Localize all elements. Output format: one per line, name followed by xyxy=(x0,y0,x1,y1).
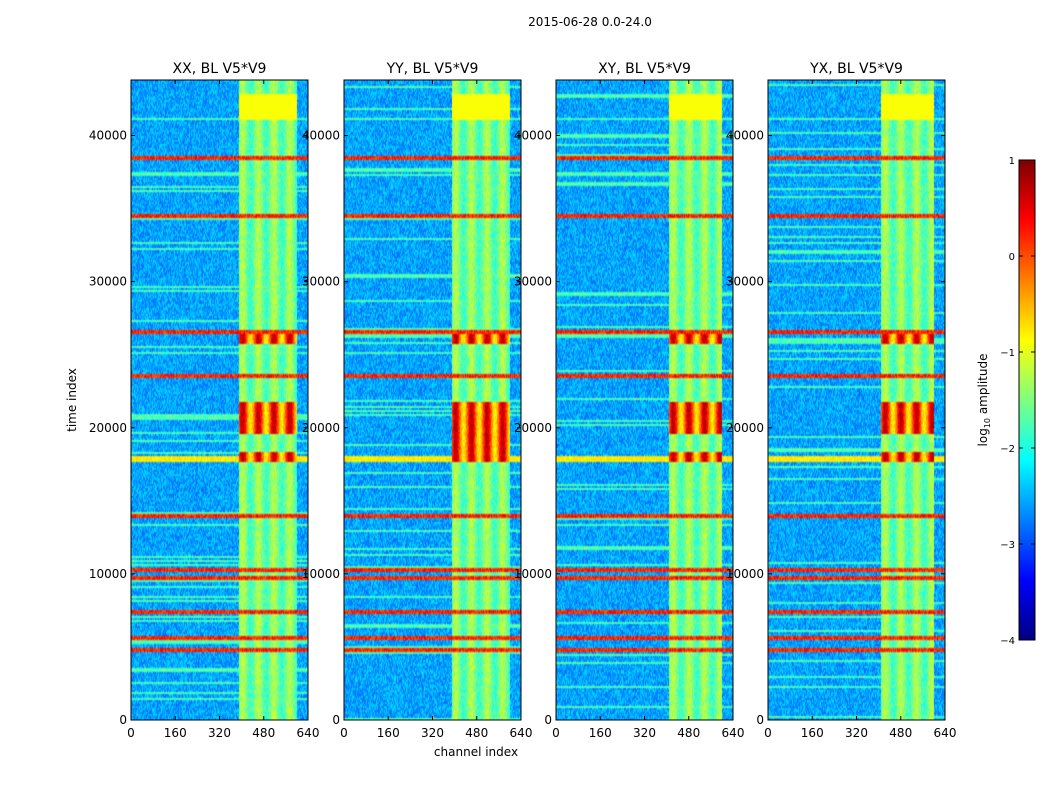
colorbar-label: log10 amplitude xyxy=(976,354,992,447)
y-tick-label: 20000 xyxy=(302,421,340,435)
colorbar-tick-label: −2 xyxy=(1000,444,1015,455)
y-tick-label: 0 xyxy=(544,713,552,727)
colorbar-label-suffix: amplitude xyxy=(976,354,990,418)
x-tick-label: 0 xyxy=(127,726,135,740)
x-tick-label: 320 xyxy=(208,726,231,740)
y-tick-label: 40000 xyxy=(302,129,340,143)
colorbar-ticks: 1 0 −1 −2 −3 −4 xyxy=(1000,156,1035,647)
colorbar-label-sub: 10 xyxy=(983,418,992,428)
colorbar: 10−1−2−3−4 log10 amplitude xyxy=(976,156,1036,647)
x-tick-label: 480 xyxy=(465,726,488,740)
panel-title: XX, BL V5*V9 xyxy=(173,61,267,77)
colorbar-label-prefix: log xyxy=(976,428,990,446)
y-tick-label: 20000 xyxy=(89,421,127,435)
x-tick-label: 160 xyxy=(377,726,400,740)
x-tick-label: 640 xyxy=(934,726,957,740)
x-tick-label: 480 xyxy=(252,726,275,740)
x-tick-label: 320 xyxy=(845,726,868,740)
x-tick-label: 480 xyxy=(889,726,912,740)
x-tick-label: 160 xyxy=(801,726,824,740)
y-tick-label: 0 xyxy=(119,713,127,727)
y-tick-label: 30000 xyxy=(302,275,340,289)
heatmap-raster xyxy=(556,80,733,720)
y-tick-label: 10000 xyxy=(514,567,552,581)
colorbar-tick-label: −4 xyxy=(1000,636,1015,647)
colorbar-tick-label: −3 xyxy=(1000,540,1015,551)
x-axis-label: channel index xyxy=(434,745,518,759)
y-tick-label: 10000 xyxy=(302,567,340,581)
heatmap-panel: XY, BL V5*V9 0 160 320 480 640 0 10000 20000 3000… xyxy=(514,61,745,740)
panel-title: YX, BL V5*V9 xyxy=(809,61,903,77)
y-tick-label: 30000 xyxy=(514,275,552,289)
panel-title: XY, BL V5*V9 xyxy=(598,61,691,77)
x-tick-label: 320 xyxy=(421,726,444,740)
colorbar-tick-label: 1 xyxy=(1009,156,1015,167)
y-tick-label: 30000 xyxy=(726,275,764,289)
heatmap-raster xyxy=(768,80,945,720)
y-tick-label: 10000 xyxy=(726,567,764,581)
heatmap-panel: YY, BL V5*V9 0 160 320 480 640 0 10000 20000 3000… xyxy=(302,61,533,740)
x-tick-label: 160 xyxy=(164,726,187,740)
heatmap-raster xyxy=(131,80,308,720)
figure-suptitle: 2015-06-28 0.0-24.0 xyxy=(528,15,652,29)
x-tick-label: 0 xyxy=(340,726,348,740)
y-tick-label: 40000 xyxy=(726,129,764,143)
colorbar-tick-label: −1 xyxy=(1000,348,1015,359)
panel-title: YY, BL V5*V9 xyxy=(386,61,479,77)
y-tick-label: 20000 xyxy=(726,421,764,435)
panels-group: XX, BL V5*V9 0 160 320 480 640 0 10000 20000 3000… xyxy=(89,61,957,740)
x-tick-label: 640 xyxy=(510,726,533,740)
x-tick-label: 640 xyxy=(297,726,320,740)
x-tick-label: 0 xyxy=(764,726,772,740)
x-tick-label: 480 xyxy=(677,726,700,740)
y-tick-label: 10000 xyxy=(89,567,127,581)
y-tick-label: 40000 xyxy=(89,129,127,143)
y-tick-label: 20000 xyxy=(514,421,552,435)
y-axis-label: time index xyxy=(65,368,79,432)
heatmap-panel: XX, BL V5*V9 0 160 320 480 640 0 10000 20000 3000… xyxy=(89,61,320,740)
x-tick-label: 640 xyxy=(722,726,745,740)
y-tick-label: 40000 xyxy=(514,129,552,143)
heatmap-panel: YX, BL V5*V9 0 160 320 480 640 0 10000 20000 3000… xyxy=(726,61,957,740)
colorbar-tick-label: 0 xyxy=(1009,252,1015,263)
y-tick-label: 0 xyxy=(332,713,340,727)
colorbar-gradient xyxy=(1018,159,1036,641)
x-tick-label: 0 xyxy=(552,726,560,740)
x-tick-label: 320 xyxy=(633,726,656,740)
y-tick-label: 30000 xyxy=(89,275,127,289)
x-tick-label: 160 xyxy=(589,726,612,740)
y-tick-label: 0 xyxy=(756,713,764,727)
heatmap-raster xyxy=(344,80,521,720)
